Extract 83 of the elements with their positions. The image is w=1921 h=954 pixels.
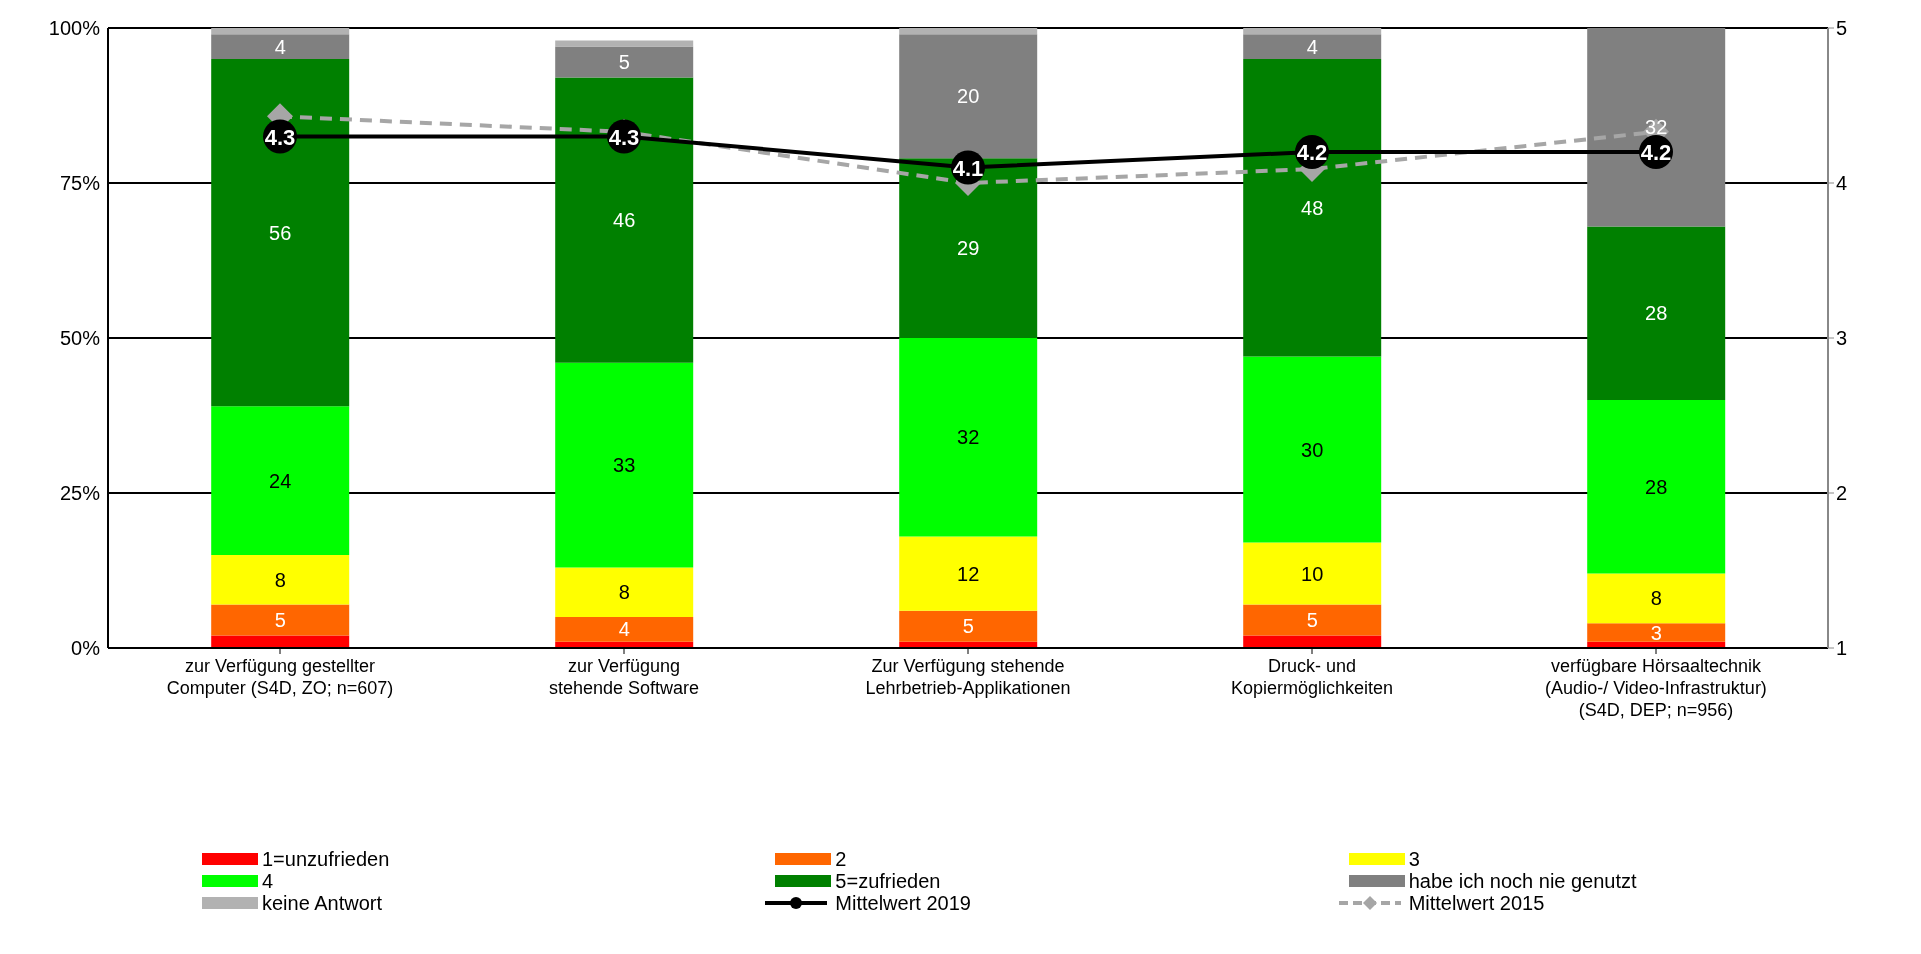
y-tick-label: 75% [59,172,101,195]
bar [1587,28,1726,227]
bar [1587,573,1726,624]
data-label: 29 [957,237,980,260]
data-label: 5 [1306,609,1318,632]
y-tick-label: 50% [59,327,101,350]
bar [899,536,1038,611]
data-label: 4.2 [1640,140,1672,165]
legend-label: habe ich noch nie genutzt [1408,869,1637,893]
bar [555,362,694,568]
bar [211,604,350,636]
bar [1587,400,1726,574]
bar [899,338,1038,537]
bar [555,40,694,47]
data-label: 46 [613,209,636,232]
data-label: 48 [1301,196,1324,219]
data-label: 4.3 [608,124,640,150]
data-label: 4.3 [264,124,296,150]
data-label: 20 [957,85,980,108]
data-label: 33 [613,454,636,477]
data-label: 28 [1645,475,1668,498]
data-label: 10 [1301,562,1324,585]
bar [899,610,1038,642]
legend-label: keine Antwort [262,891,383,915]
bar [1243,59,1382,357]
y-tick-label: 0% [71,637,101,660]
legend-label: 5=zufrieden [835,869,941,893]
data-label: 8 [274,568,286,591]
bar [1243,542,1382,605]
bar [1243,28,1382,35]
y2-tick-label: 3 [1836,327,1848,350]
data-label: 4 [1306,35,1318,58]
legend-label: Mittelwert 2019 [835,891,971,915]
bar [899,158,1038,338]
x-tick-label: Zur Verfügung stehende Lehrbetrieb-Applikationen [865,656,1071,698]
data-label: 4.1 [952,155,984,181]
legend-label: 4 [262,869,274,893]
data-label: 32 [1645,116,1668,139]
bar [211,406,350,555]
bar [1243,34,1382,59]
data-label: 5 [618,51,630,74]
bar [1587,226,1726,400]
data-label: 4 [618,618,630,641]
legend-label: Mittelwert 2015 [1408,891,1545,915]
bar [1243,356,1382,543]
data-label: 12 [957,562,980,585]
bar [211,555,350,605]
data-label: 4 [274,35,286,58]
bar [1587,623,1726,642]
data-label: 5 [274,609,286,632]
bar [899,34,1038,159]
bar [555,77,694,363]
bar [1243,604,1382,636]
legend-label: 2 [835,847,847,871]
bar [211,59,350,407]
x-tick-label: verfügbare Hörsaaltechnik (Audio-/ Video-Infrastruktur) (S4D, DEP; n=956) [1545,656,1767,720]
data-label: 30 [1301,438,1324,461]
y2-tick-label: 2 [1836,482,1848,505]
x-tick-label: zur Verfügung stehende Software [548,656,700,698]
y2-tick-label: 1 [1836,637,1848,660]
legend-label: 1=unzufrieden [262,847,390,871]
bar [899,28,1038,35]
data-label: 56 [269,221,292,244]
y-tick-label: 25% [59,482,101,505]
x-tick-label: Druck- und Kopiermöglichkeiten [1230,656,1394,698]
data-label: 5 [962,615,974,638]
y2-tick-label: 4 [1836,172,1848,195]
bar [211,28,350,35]
data-label: 3 [1650,621,1662,644]
data-label: 8 [618,581,630,604]
bar [555,46,694,78]
data-label: 4.2 [1296,140,1328,165]
data-label: 28 [1645,302,1668,325]
bar [555,617,694,642]
data-label: 8 [1650,587,1662,610]
bar [555,567,694,617]
y2-tick-label: 5 [1836,17,1848,40]
x-tick-label: zur Verfügung gestellter Computer (S4D, ZO; n=607) [166,656,394,698]
legend-label: 3 [1408,847,1420,871]
bar [211,34,350,59]
data-label: 32 [957,426,980,449]
y-tick-label: 100% [48,17,101,40]
data-label: 24 [269,469,292,492]
